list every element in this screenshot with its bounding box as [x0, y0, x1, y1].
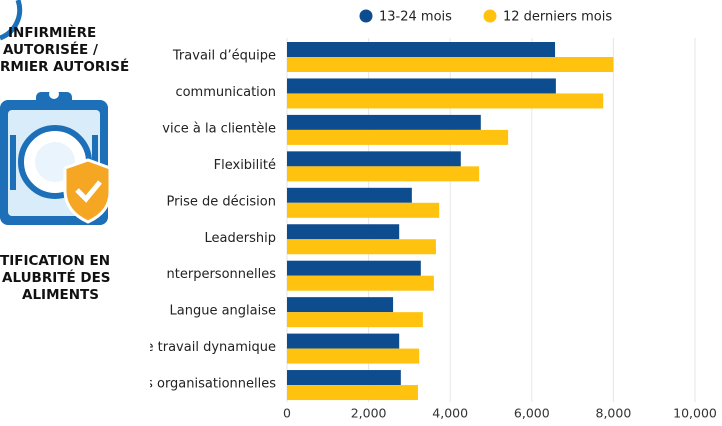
- bar: [287, 260, 421, 276]
- x-tick-label: 6,000: [514, 406, 550, 421]
- x-tick-label: 0: [283, 406, 291, 421]
- decor-arc: [0, 0, 23, 41]
- bar: [287, 385, 418, 401]
- food-safety-icon: [0, 89, 112, 225]
- bar: [287, 57, 614, 72]
- bar: [287, 151, 461, 167]
- y-tick-label: Prise de décision: [167, 194, 276, 209]
- y-tick-label: Flexibilité: [214, 158, 276, 173]
- bar: [287, 166, 480, 182]
- panel-text: ALIMENTS: [22, 287, 99, 303]
- panel-text: AUTORISÉE /: [3, 41, 98, 58]
- x-tick-label: 8,000: [596, 406, 632, 421]
- x-tick-label: 10,000: [673, 406, 717, 421]
- bar: [287, 42, 556, 57]
- legend-label: 13-24 mois: [379, 10, 452, 25]
- y-tick-label: Langue anglaise: [170, 304, 277, 319]
- y-tick-label: Leadership: [205, 231, 276, 246]
- bar: [287, 312, 423, 328]
- bar: [287, 239, 436, 255]
- panel-text: TIFICATION EN: [0, 253, 110, 269]
- panel-text: RMIER AUTORISÉ: [0, 58, 129, 75]
- bar: [287, 297, 394, 313]
- bar: [287, 129, 509, 145]
- bar: [287, 93, 604, 109]
- y-tick-label: communication: [175, 85, 276, 100]
- legend-marker: [359, 9, 373, 23]
- bar: [287, 114, 481, 130]
- side-panel: INFIRMIÈRE AUTORISÉE / RMIER AUTORISÉ TI…: [0, 0, 150, 422]
- bar: [287, 202, 440, 218]
- y-tick-label: nterpersonnelles: [167, 267, 277, 282]
- x-tick-label: 4,000: [432, 406, 468, 421]
- y-tick-label: Travail d’équipe: [172, 49, 276, 64]
- legend-marker: [483, 9, 497, 23]
- bar: [287, 224, 400, 240]
- legend-label: 12 derniers mois: [503, 10, 612, 25]
- bar: [287, 78, 556, 94]
- bar: [287, 275, 434, 291]
- y-tick-label: vice à la clientèle: [162, 121, 276, 136]
- panel-text: INFIRMIÈRE: [8, 24, 96, 41]
- bar: [287, 348, 420, 364]
- panel-text: ALUBRITÉ DES: [2, 269, 111, 286]
- bar: [287, 187, 412, 203]
- bar: [287, 333, 400, 349]
- bar: [287, 370, 401, 386]
- x-tick-label: 2,000: [351, 406, 387, 421]
